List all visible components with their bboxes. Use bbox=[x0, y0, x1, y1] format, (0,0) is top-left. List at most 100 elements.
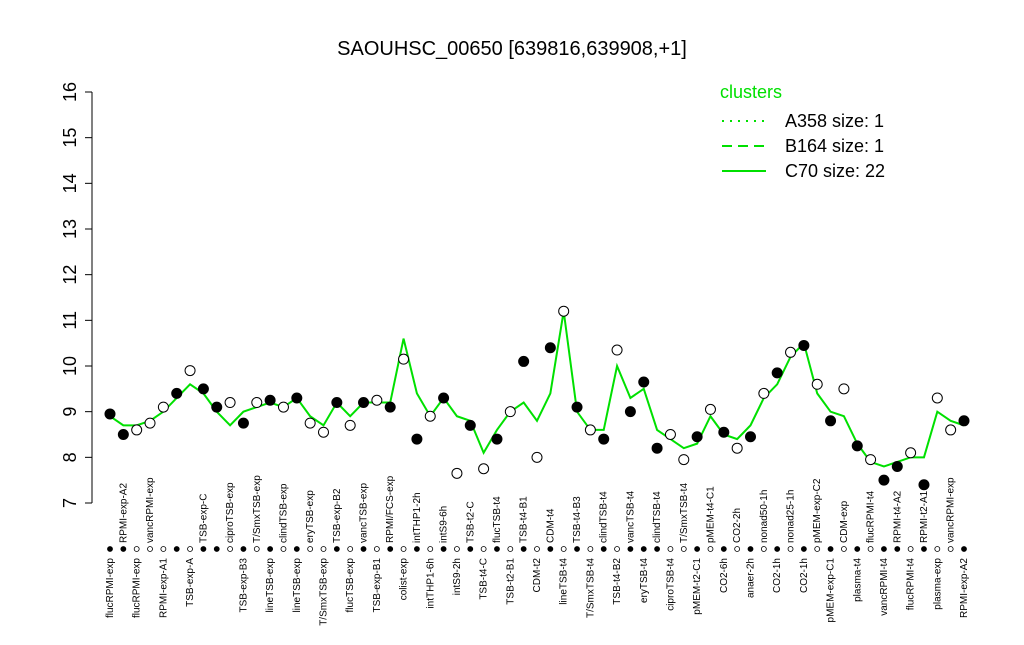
rug-dot bbox=[881, 546, 887, 552]
rug-dot bbox=[347, 546, 354, 552]
data-point bbox=[211, 401, 223, 413]
y-tick-label: 16 bbox=[60, 82, 80, 102]
x-tick-label: TSB-t2-C bbox=[465, 501, 476, 543]
rug-dot bbox=[333, 546, 340, 552]
data-point bbox=[504, 406, 516, 418]
data-point bbox=[571, 401, 583, 413]
chart-title: SAOUHSC_00650 [639816,639908,+1] bbox=[337, 38, 687, 60]
data-point bbox=[651, 442, 663, 454]
rug-dot bbox=[414, 546, 420, 552]
data-point bbox=[451, 467, 463, 479]
x-tick-label: TSB-exp-B1 bbox=[372, 558, 383, 613]
rug-dot bbox=[734, 546, 741, 552]
data-point bbox=[237, 417, 249, 429]
data-point bbox=[825, 415, 837, 427]
rug-dot bbox=[694, 546, 701, 552]
x-tick-label: vancTSB-t4 bbox=[625, 490, 636, 543]
data-point bbox=[358, 397, 370, 409]
rug-dot bbox=[494, 546, 500, 552]
rug-dot bbox=[240, 546, 247, 552]
rug-dot bbox=[961, 546, 967, 552]
data-point bbox=[344, 419, 356, 431]
y-tick-label: 8 bbox=[60, 452, 80, 462]
x-tick-label: flucTSB-exp bbox=[345, 558, 356, 613]
x-tick-label: anaer-2h bbox=[746, 558, 757, 598]
data-point bbox=[478, 463, 490, 475]
rug-dot bbox=[120, 546, 127, 552]
data-point bbox=[264, 394, 276, 406]
x-tick-label: T/SmxTSB-exp bbox=[319, 558, 330, 626]
rug-dot bbox=[720, 546, 727, 552]
data-point bbox=[157, 401, 169, 413]
x-tick-label: RPMI-t4-A2 bbox=[892, 490, 903, 543]
x-tick-label: TSB-t4-B2 bbox=[612, 558, 623, 605]
rug-dot bbox=[800, 546, 807, 552]
data-point bbox=[945, 424, 957, 436]
rug-dot bbox=[814, 546, 821, 552]
x-tick-label: intS9-2h bbox=[452, 558, 463, 595]
rug-dot bbox=[680, 546, 687, 552]
data-point bbox=[918, 479, 930, 491]
y-tick-label: 11 bbox=[60, 311, 80, 330]
x-tick-label: RPMI-t2-A1 bbox=[919, 490, 930, 543]
rug-dot bbox=[534, 546, 540, 552]
rug-dot bbox=[427, 546, 434, 552]
data-point bbox=[318, 426, 329, 438]
data-point bbox=[104, 408, 116, 420]
x-tick-label: nonad25-1h bbox=[786, 490, 797, 543]
y-tick-label: 14 bbox=[60, 173, 80, 193]
x-tick-label: vancRPMI-t4 bbox=[879, 558, 890, 616]
y-tick-label: 10 bbox=[60, 356, 80, 376]
rug-dot bbox=[387, 546, 394, 552]
data-point bbox=[691, 431, 703, 443]
data-point bbox=[678, 454, 690, 466]
x-tick-label: flucTSB-t4 bbox=[492, 496, 503, 543]
rug-dot bbox=[467, 546, 474, 552]
series-line bbox=[109, 311, 965, 468]
data-point bbox=[865, 454, 877, 466]
y-tick-label: 7 bbox=[60, 498, 80, 508]
x-tick-label: CDM-t2 bbox=[532, 558, 543, 593]
data-point bbox=[758, 387, 770, 399]
x-tick-label: RPMI/FCS-exp bbox=[385, 475, 396, 543]
x-tick-label: lineTSB-exp bbox=[265, 558, 276, 613]
rug-dot bbox=[787, 546, 794, 552]
legend-label: B164 size: 1 bbox=[785, 136, 884, 156]
data-point bbox=[531, 451, 543, 463]
rug-dot bbox=[147, 546, 153, 552]
rug-dot bbox=[187, 546, 193, 552]
rug-dot bbox=[640, 546, 647, 552]
rug-dot bbox=[747, 546, 754, 552]
x-tick-label: RPMI-exp-A2 bbox=[959, 558, 970, 618]
data-point bbox=[611, 344, 623, 356]
rug-dot bbox=[520, 546, 527, 552]
rug-dot bbox=[827, 546, 834, 552]
x-tick-label: TSB-exp-C bbox=[198, 494, 209, 543]
x-tick-label: vancRPMI-exp bbox=[145, 477, 156, 543]
data-point bbox=[958, 415, 970, 427]
rug-dot bbox=[947, 546, 954, 552]
data-point bbox=[384, 401, 396, 413]
x-tick-label: T/SmxTSB-t4 bbox=[679, 483, 690, 543]
rug-dot bbox=[574, 546, 580, 552]
x-tick-label: clindTSB-t4 bbox=[599, 491, 610, 543]
x-tick-label: CO2-1h bbox=[772, 558, 783, 593]
rug-dot bbox=[227, 546, 233, 552]
data-point bbox=[144, 417, 156, 429]
data-point bbox=[424, 410, 436, 422]
x-tick-label: colist-exp bbox=[399, 558, 410, 601]
legend-label: C70 size: 22 bbox=[785, 161, 885, 181]
data-point bbox=[304, 417, 316, 429]
x-tick-label: nonad50-1h bbox=[759, 490, 770, 543]
data-point bbox=[131, 424, 143, 436]
x-tick-label: plasma-t4 bbox=[852, 558, 863, 602]
x-tick-label: RPMI-exp-A1 bbox=[158, 558, 169, 618]
rug-dot bbox=[200, 546, 207, 552]
x-tick-label: TSB-exp-B3 bbox=[238, 558, 249, 613]
data-point bbox=[398, 353, 410, 365]
rug-dot bbox=[600, 546, 607, 552]
data-point bbox=[664, 429, 676, 440]
x-tick-label: vancRPMI-exp bbox=[946, 477, 957, 543]
x-tick-label: plasma-exp bbox=[932, 558, 943, 610]
data-point bbox=[117, 429, 129, 440]
